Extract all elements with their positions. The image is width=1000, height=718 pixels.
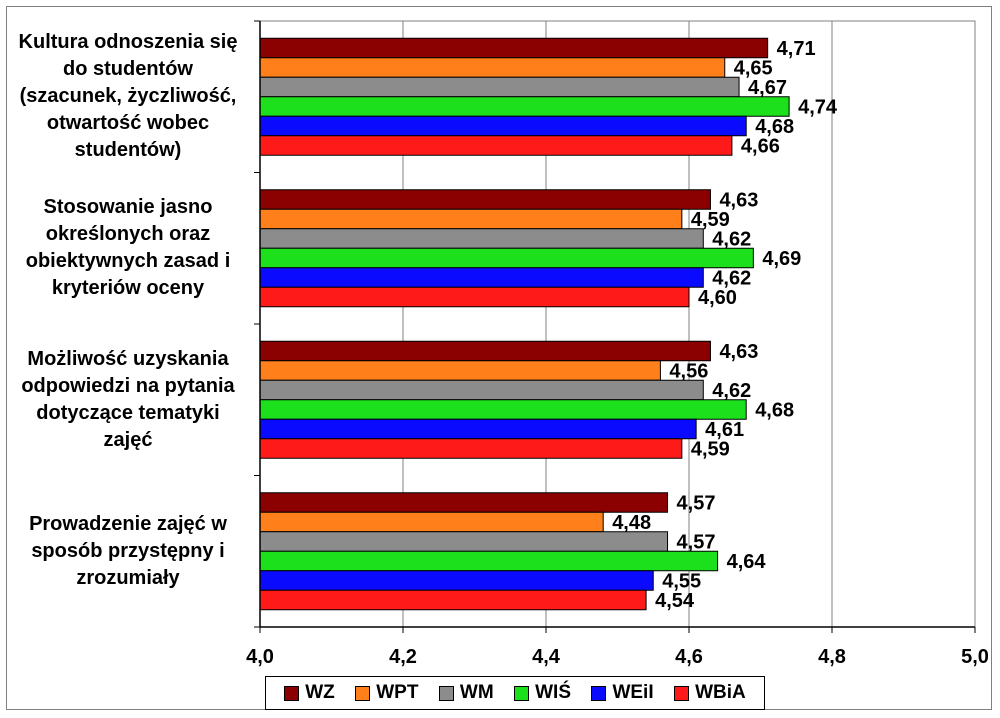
legend-swatch	[438, 685, 454, 701]
bar	[259, 267, 704, 288]
data-label: 4,56	[669, 361, 708, 383]
legend-item: WEiI	[591, 682, 654, 704]
data-label: 4,57	[677, 493, 716, 515]
category-label-line: dotyczące tematyki	[36, 401, 220, 424]
category-label-line: Możliwość uzyskania	[27, 347, 229, 370]
data-label: 4,48	[612, 512, 651, 534]
data-label: 4,69	[762, 248, 801, 270]
category-label-line: Stosowanie jasno	[43, 196, 213, 219]
bar	[259, 247, 754, 269]
legend: WZ WPT WM WIŚ WEiI WBiA	[265, 676, 765, 710]
data-label: 4,55	[662, 571, 701, 593]
category-label-line: do studentów	[63, 58, 193, 81]
bar	[259, 399, 747, 420]
bar	[259, 189, 711, 210]
data-label: 4,68	[755, 116, 794, 138]
data-label: 4,63	[719, 341, 758, 363]
data-label: 4,68	[755, 400, 794, 422]
bar	[259, 511, 604, 533]
category-label: Prowadzenie zajęć w sposób przystępny i zr…	[8, 511, 248, 592]
category-label-line: zrozumiały	[76, 566, 180, 589]
bar	[259, 57, 726, 78]
bar	[259, 492, 669, 513]
legend-item: WPT	[355, 682, 418, 704]
data-label: 4,62	[712, 380, 751, 402]
bar	[259, 37, 769, 59]
legend-label: WIŚ	[535, 682, 571, 703]
data-label: 4,64	[727, 551, 767, 573]
legend-item: WBiA	[674, 682, 746, 704]
legend-label: WZ	[305, 682, 335, 703]
legend-swatch	[284, 685, 300, 701]
data-label: 4,62	[712, 229, 751, 251]
category-label: Możliwość uzyskania odpowiedzi na pytania…	[8, 346, 248, 454]
x-tick-label: 5,0	[961, 646, 989, 668]
data-label: 4,63	[719, 190, 758, 212]
data-label: 4,60	[698, 287, 737, 309]
category-label-line: odpowiedzi na pytania	[21, 374, 235, 397]
category-label-line: otwartość wobec	[46, 112, 210, 135]
category-label-line: sposób przystępny i	[31, 539, 225, 562]
category-label-line: kryteriów oceny	[51, 277, 205, 300]
bar	[259, 135, 733, 156]
legend-swatch	[674, 685, 690, 701]
category-label-line: studentów)	[74, 139, 182, 162]
legend-swatch	[355, 685, 371, 701]
legend-swatch	[514, 685, 530, 701]
category-label: Stosowanie jasno określonych oraz obiektyw…	[8, 194, 248, 302]
legend-item: WZ	[284, 682, 335, 704]
category-label-line: Kultura odnoszenia się	[18, 31, 238, 54]
data-label: 4,71	[777, 38, 816, 60]
bar	[259, 286, 690, 308]
x-tick-label: 4,0	[246, 646, 274, 668]
bar	[259, 589, 647, 611]
bar	[259, 379, 704, 401]
data-label: 4,61	[705, 419, 744, 441]
bar	[259, 76, 740, 98]
bar	[259, 438, 683, 459]
legend-label: WEiI	[612, 682, 654, 703]
bar	[259, 340, 711, 362]
legend-label: WPT	[376, 682, 419, 703]
bar	[259, 550, 719, 572]
legend-item: WIŚ	[514, 682, 571, 704]
x-tick-label: 4,6	[675, 646, 703, 668]
bar	[259, 208, 683, 230]
data-label: 4,59	[691, 209, 730, 231]
category-label: Kultura odnoszenia się do studentów (szacu…	[8, 29, 248, 164]
legend-label: WBiA	[695, 682, 746, 703]
data-label: 4,66	[741, 136, 780, 158]
bar	[259, 360, 661, 381]
data-label: 4,67	[748, 77, 787, 99]
data-label: 4,57	[677, 532, 716, 554]
x-tick-label: 4,8	[818, 646, 846, 668]
bar	[259, 96, 790, 117]
x-tick-label: 4,2	[389, 646, 417, 668]
category-label-line: obiektywnych zasad i	[25, 250, 231, 273]
legend-label: WM	[459, 682, 494, 703]
x-tick-label: 4,4	[532, 646, 561, 668]
bar	[259, 115, 747, 137]
bar	[259, 570, 654, 591]
data-label: 4,74	[798, 97, 838, 119]
data-label: 4,54	[655, 590, 695, 612]
data-label: 4,65	[734, 58, 773, 80]
bar	[259, 418, 697, 440]
category-label-line: określonych oraz	[45, 223, 211, 246]
data-label: 4,62	[712, 268, 751, 290]
category-label-line: (szacunek, życzliwość,	[19, 85, 237, 108]
legend-item: WM	[438, 682, 494, 704]
category-label-line: zajęć	[103, 428, 153, 451]
legend-swatch	[591, 685, 607, 701]
category-label-line: Prowadzenie zajęć w	[29, 512, 227, 535]
bar	[259, 228, 704, 249]
bar	[259, 531, 669, 552]
data-label: 4,59	[691, 439, 730, 461]
